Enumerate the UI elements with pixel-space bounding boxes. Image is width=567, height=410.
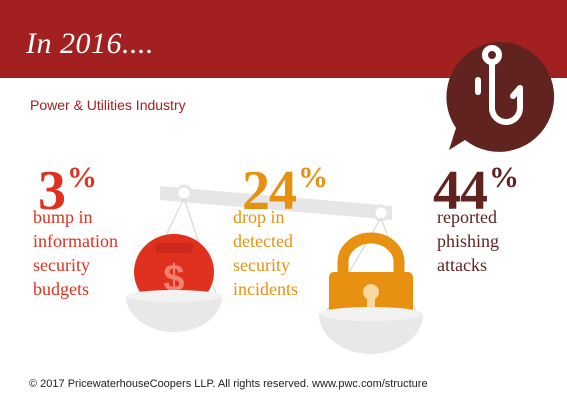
stat-incidents-line: incidents: [233, 279, 298, 299]
stat-budget-line: bump in: [33, 207, 93, 227]
stat-phishing-line: attacks: [437, 255, 487, 275]
stat-incidents-line: drop in: [233, 207, 285, 227]
fish-hook-icon: [475, 45, 523, 125]
stat-budget-value: 3%: [38, 150, 97, 222]
stat-budget-line: information: [33, 231, 118, 251]
stat-budget-number: 3: [38, 160, 66, 222]
stat-incidents-value: 24%: [242, 150, 328, 222]
stat-phishing-number: 44: [433, 160, 488, 222]
stat-phishing-unit: %: [489, 161, 519, 194]
stat-incidents-line: security: [233, 255, 290, 275]
copyright-footer: © 2017 PricewaterhouseCoopers LLP. All r…: [29, 378, 428, 390]
stat-phishing-description: reported phishing attacks: [437, 205, 537, 277]
stat-phishing-line: reported: [437, 207, 497, 227]
stat-budget-line: security: [33, 255, 90, 275]
stat-incidents-line: detected: [233, 231, 293, 251]
stat-phishing-value: 44%: [433, 150, 519, 222]
header-banner: In 2016....: [0, 0, 567, 78]
stat-budget-unit: %: [67, 161, 97, 194]
stat-incidents-unit: %: [298, 161, 328, 194]
stat-incidents-number: 24: [242, 160, 297, 222]
stat-budget-description: bump in information security budgets: [33, 205, 143, 301]
stat-budget-line: budgets: [33, 279, 89, 299]
stat-phishing-line: phishing: [437, 231, 500, 251]
industry-subtitle: Power & Utilities Industry: [30, 97, 186, 113]
speech-bubble: [446, 41, 555, 152]
stat-incidents-description: drop in detected security incidents: [233, 205, 323, 301]
banner-title: In 2016....: [26, 27, 154, 60]
